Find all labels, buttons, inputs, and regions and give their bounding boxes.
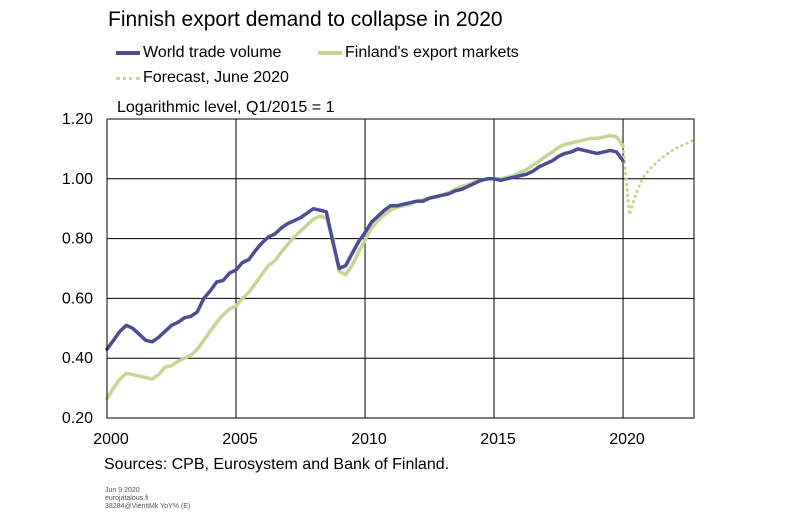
axis-unit-label: Logarithmic level, Q1/2015 = 1 bbox=[117, 99, 335, 116]
x-tick-label: 2015 bbox=[480, 431, 516, 448]
y-tick-label: 0.40 bbox=[62, 350, 93, 367]
legend-label-forecast: Forecast, June 2020 bbox=[143, 69, 289, 86]
plot-border bbox=[106, 118, 695, 419]
legend-label-world: World trade volume bbox=[143, 44, 282, 61]
x-tick-label: 2020 bbox=[609, 431, 645, 448]
x-tick-label: 2010 bbox=[351, 431, 387, 448]
y-tick-label: 1.00 bbox=[62, 171, 93, 188]
footnote-site: eurojatalous.fi bbox=[105, 495, 149, 502]
y-tick-label: 0.80 bbox=[62, 231, 93, 248]
series-line-world-trade bbox=[105, 147, 625, 351]
legend-finland-markets: Finland's export markets bbox=[318, 44, 519, 62]
series-line-forecast bbox=[621, 138, 696, 217]
legend-swatch-world bbox=[116, 51, 140, 55]
series-line-finland-markets bbox=[105, 133, 625, 401]
legend-forecast: Forecast, June 2020 bbox=[116, 69, 289, 87]
grid bbox=[107, 118, 694, 419]
sources-note: Sources: CPB, Eurosystem and Bank of Fin… bbox=[104, 456, 450, 473]
chart-title: Finnish export demand to collapse in 202… bbox=[108, 8, 503, 31]
x-tick-label: 2000 bbox=[93, 431, 129, 448]
series-lines bbox=[105, 133, 696, 401]
legend-swatch-forecast bbox=[116, 76, 140, 80]
y-tick-label: 0.60 bbox=[62, 290, 93, 307]
footnote-date: Jun 9 2020 bbox=[105, 487, 140, 494]
plot-frame bbox=[106, 118, 695, 419]
footnote-code: 38284@VientiMk YoY% (E) bbox=[105, 503, 191, 510]
y-tick-label: 0.20 bbox=[62, 410, 93, 427]
legend-swatch-finland bbox=[318, 51, 342, 55]
y-tick-label: 1.20 bbox=[62, 111, 93, 128]
legend-world-trade: World trade volume bbox=[116, 44, 281, 62]
x-tick-label: 2005 bbox=[222, 431, 258, 448]
tick-labels: 0.20 0.40 0.60 0.80 1.00 1.20 2000 2005 2010 2015… bbox=[62, 111, 645, 448]
legend-label-finland: Finland's export markets bbox=[345, 44, 519, 61]
